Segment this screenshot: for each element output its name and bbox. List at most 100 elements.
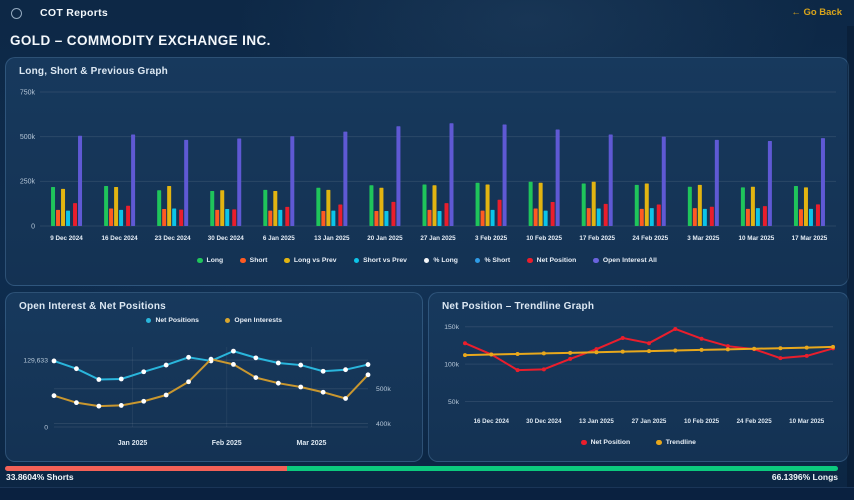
bar-long-vs-prev[interactable] [750, 186, 755, 226]
data-point[interactable] [463, 353, 467, 358]
bar-short-vs-prev[interactable] [596, 208, 601, 226]
bar-net-position[interactable] [497, 199, 502, 226]
menu-circle-icon[interactable] [11, 8, 22, 19]
bar-long-vs-prev[interactable] [697, 184, 702, 226]
bar-short[interactable] [639, 208, 644, 226]
data-point[interactable] [275, 380, 281, 386]
bar-long-vs-prev[interactable] [220, 190, 225, 226]
bar-short[interactable] [268, 210, 273, 226]
data-point[interactable] [231, 361, 236, 367]
bar-short-vs-prev[interactable] [490, 209, 495, 226]
legend-item--long[interactable]: % Long [423, 257, 458, 264]
data-point[interactable] [96, 403, 102, 409]
data-point[interactable] [463, 341, 467, 346]
bar-short[interactable] [215, 209, 220, 226]
bar-open-interest-all[interactable] [131, 134, 136, 226]
data-point[interactable] [253, 355, 259, 361]
bar-long[interactable] [369, 185, 374, 226]
data-point[interactable] [298, 384, 304, 390]
bar-short-vs-prev[interactable] [331, 210, 336, 226]
data-point[interactable] [699, 347, 704, 352]
data-point[interactable] [568, 356, 573, 361]
bar-net-position[interactable] [656, 204, 661, 226]
bar-short-vs-prev[interactable] [649, 208, 654, 226]
data-point[interactable] [673, 326, 678, 331]
data-point[interactable] [74, 366, 79, 372]
bar-long-vs-prev[interactable] [114, 187, 119, 226]
long-short-previous-bar-chart[interactable]: 0 250k 500k 750k 9 Dec 2024 16 Dec 2024 23 Dec… [10, 84, 846, 252]
bar-long[interactable] [104, 185, 109, 226]
bar-open-interest-all[interactable] [78, 135, 83, 226]
data-point[interactable] [96, 377, 102, 382]
data-point[interactable] [118, 403, 124, 408]
bar-open-interest-all[interactable] [820, 138, 825, 226]
bar-open-interest-all[interactable] [661, 136, 666, 226]
bar-net-position[interactable] [550, 202, 555, 226]
data-point[interactable] [778, 346, 783, 351]
bar-short-vs-prev[interactable] [384, 210, 389, 226]
data-point[interactable] [489, 352, 494, 357]
go-back-button[interactable]: ← Go Back [791, 7, 842, 18]
data-point[interactable] [725, 344, 730, 349]
bar-short-vs-prev[interactable] [172, 208, 177, 226]
bar-long-vs-prev[interactable] [803, 187, 808, 226]
data-point[interactable] [620, 335, 625, 340]
data-point[interactable] [541, 351, 546, 356]
bar-short-vs-prev[interactable] [119, 209, 124, 226]
data-point[interactable] [343, 367, 348, 373]
bar-long-vs-prev[interactable] [432, 185, 437, 226]
bar-open-interest-all[interactable] [237, 138, 242, 226]
bar-long-vs-prev[interactable] [379, 187, 384, 226]
bar-short[interactable] [745, 208, 750, 226]
bar-net-position[interactable] [338, 204, 343, 226]
bar-long[interactable] [263, 189, 268, 226]
bar-short-vs-prev[interactable] [225, 209, 230, 226]
data-point[interactable] [320, 368, 326, 374]
data-point[interactable] [208, 356, 214, 362]
data-point[interactable] [568, 350, 573, 355]
bar-long-vs-prev[interactable] [591, 181, 596, 226]
bar-long-vs-prev[interactable] [644, 183, 649, 226]
bar-long[interactable] [51, 187, 56, 226]
data-point[interactable] [141, 369, 147, 375]
bar-long-vs-prev[interactable] [538, 182, 543, 226]
legend-item--short[interactable]: % Short [474, 257, 510, 264]
line-net-positions[interactable] [53, 350, 369, 381]
bar-short-vs-prev[interactable] [808, 208, 813, 226]
bar-short-vs-prev[interactable] [437, 210, 442, 226]
legend-item-trendline[interactable]: Trendline [656, 439, 696, 446]
data-point[interactable] [186, 354, 191, 360]
data-point[interactable] [831, 344, 835, 349]
bar-long[interactable] [687, 186, 692, 226]
data-point[interactable] [804, 345, 809, 350]
bar-net-position[interactable] [815, 204, 820, 226]
data-point[interactable] [343, 396, 348, 401]
bar-long[interactable] [475, 182, 480, 226]
bar-long[interactable] [740, 187, 745, 226]
data-point[interactable] [163, 362, 169, 368]
bar-long[interactable] [793, 185, 798, 226]
bar-open-interest-all[interactable] [555, 129, 560, 226]
data-point[interactable] [620, 349, 625, 354]
open-interest-net-positions-line-chart[interactable]: 129,633 0 500k 400k Jan 2025 Feb 2025 Mar 2025 [6, 333, 424, 461]
net-position-trendline-line-chart[interactable]: 150k 100k 50k 16 Dec 2024 30 Dec 2024 13 Jan … [429, 313, 850, 435]
data-point[interactable] [752, 346, 757, 351]
data-point[interactable] [778, 356, 783, 361]
bar-long[interactable] [634, 184, 639, 226]
bar-short[interactable] [109, 208, 114, 226]
data-point[interactable] [74, 400, 79, 406]
bar-open-interest-all[interactable] [767, 140, 772, 226]
bar-short-vs-prev[interactable] [755, 208, 760, 226]
bar-net-position[interactable] [232, 209, 237, 226]
bar-short[interactable] [480, 210, 485, 226]
legend-item-net-position[interactable]: Net Position [527, 257, 576, 264]
data-point[interactable] [673, 348, 678, 353]
bar-long[interactable] [210, 190, 215, 226]
bar-long[interactable] [316, 187, 321, 226]
bar-open-interest-all[interactable] [343, 131, 348, 226]
bar-net-position[interactable] [762, 206, 767, 226]
data-point[interactable] [118, 376, 124, 382]
bar-short[interactable] [427, 209, 432, 226]
bar-net-position[interactable] [444, 203, 449, 226]
data-point[interactable] [141, 398, 147, 404]
